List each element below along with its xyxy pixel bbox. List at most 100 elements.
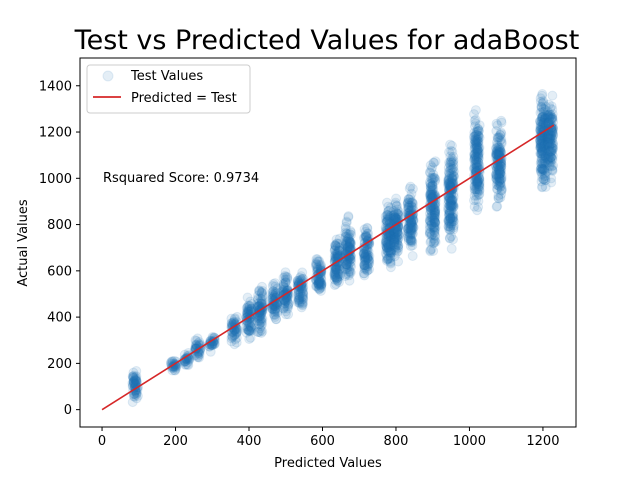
y-tick-label: 600 xyxy=(47,264,72,279)
scatter-point xyxy=(280,270,290,281)
scatter-point xyxy=(341,236,351,247)
scatter-point xyxy=(389,233,400,244)
scatter-point xyxy=(294,294,305,305)
scatter-point xyxy=(128,367,139,378)
scatter-point xyxy=(278,278,289,289)
scatter-point xyxy=(293,286,304,297)
scatter-point xyxy=(181,359,192,370)
scatter-point xyxy=(272,283,283,294)
scatter-point xyxy=(253,327,264,337)
point-cluster xyxy=(178,348,195,371)
scatter-point xyxy=(341,228,352,239)
scatter-point xyxy=(342,257,353,268)
scatter-point xyxy=(334,261,345,272)
scatter-point xyxy=(294,292,305,302)
scatter-point xyxy=(343,242,354,252)
scatter-point xyxy=(331,264,341,275)
scatter-point xyxy=(331,249,342,260)
scatter-point xyxy=(345,238,356,249)
x-tick-label: 400 xyxy=(237,434,262,449)
scatter-point xyxy=(295,281,306,292)
scatter-point xyxy=(192,352,203,363)
scatter-point xyxy=(472,144,483,155)
x-tick-label: 1200 xyxy=(526,434,559,449)
scatter-point xyxy=(313,282,324,293)
scatter-point xyxy=(446,155,457,166)
scatter-point xyxy=(169,365,180,376)
scatter-point xyxy=(279,282,290,293)
x-tick-label: 200 xyxy=(163,434,188,449)
scatter-point xyxy=(314,260,325,270)
scatter-point xyxy=(364,258,375,269)
scatter-point xyxy=(445,213,456,224)
scatter-point xyxy=(340,237,351,248)
scatter-point xyxy=(345,237,356,248)
scatter-point xyxy=(244,300,255,311)
scatter-point xyxy=(329,269,340,280)
scatter-point xyxy=(331,262,342,273)
scatter-point xyxy=(244,301,255,312)
scatter-point xyxy=(429,221,440,232)
scatter-point xyxy=(271,303,281,314)
scatter-point xyxy=(360,254,371,265)
scatter-point xyxy=(316,274,327,285)
scatter-point xyxy=(127,371,138,382)
scatter-point xyxy=(270,303,281,314)
scatter-point xyxy=(246,299,257,309)
scatter-point xyxy=(334,246,345,256)
scatter-point xyxy=(252,315,263,326)
scatter-point xyxy=(257,313,268,324)
scatter-point xyxy=(244,305,255,316)
scatter-point xyxy=(245,326,256,337)
scatter-point xyxy=(205,346,216,357)
scatter-point xyxy=(297,291,308,302)
scatter-point xyxy=(280,271,291,282)
scatter-point xyxy=(547,90,558,101)
scatter-point xyxy=(342,236,353,247)
y-tick-label: 1400 xyxy=(39,79,72,94)
scatter-point xyxy=(427,184,438,195)
scatter-point xyxy=(294,292,305,303)
scatter-point xyxy=(130,375,141,386)
scatter-point xyxy=(341,259,352,270)
scatter-point xyxy=(295,287,306,298)
scatter-point xyxy=(280,277,291,288)
scatter-point xyxy=(313,278,324,289)
scatter-point xyxy=(342,264,353,275)
scatter-point xyxy=(282,272,293,283)
scatter-point xyxy=(281,271,292,282)
scatter-point xyxy=(277,285,288,296)
scatter-point xyxy=(542,130,553,141)
scatter-point xyxy=(404,183,415,194)
scatter-point xyxy=(267,289,278,300)
scatter-point xyxy=(334,277,344,288)
scatter-point xyxy=(128,372,139,383)
scatter-point xyxy=(254,312,265,322)
scatter-point xyxy=(256,298,266,309)
scatter-point xyxy=(345,266,356,277)
scatter-point xyxy=(362,245,373,256)
scatter-point xyxy=(496,117,507,128)
scatter-point xyxy=(332,250,343,261)
scatter-point xyxy=(128,376,139,387)
scatter-point xyxy=(190,335,201,346)
scatter-point xyxy=(341,259,352,270)
scatter-point xyxy=(294,298,305,309)
scatter-point xyxy=(343,266,354,277)
scatter-point xyxy=(331,273,342,284)
scatter-point xyxy=(194,349,205,360)
scatter-point xyxy=(496,138,507,149)
scatter-point xyxy=(280,267,291,278)
scatter-point xyxy=(293,295,304,306)
scatter-point xyxy=(254,311,265,322)
scatter-point xyxy=(227,332,238,343)
scatter-point xyxy=(363,250,373,261)
scatter-point xyxy=(128,373,139,384)
scatter-point xyxy=(129,374,140,385)
scatter-point xyxy=(330,239,341,250)
scatter-point xyxy=(257,294,267,305)
scatter-point xyxy=(331,238,342,249)
scatter-point xyxy=(280,276,291,287)
scatter-point xyxy=(181,353,192,364)
